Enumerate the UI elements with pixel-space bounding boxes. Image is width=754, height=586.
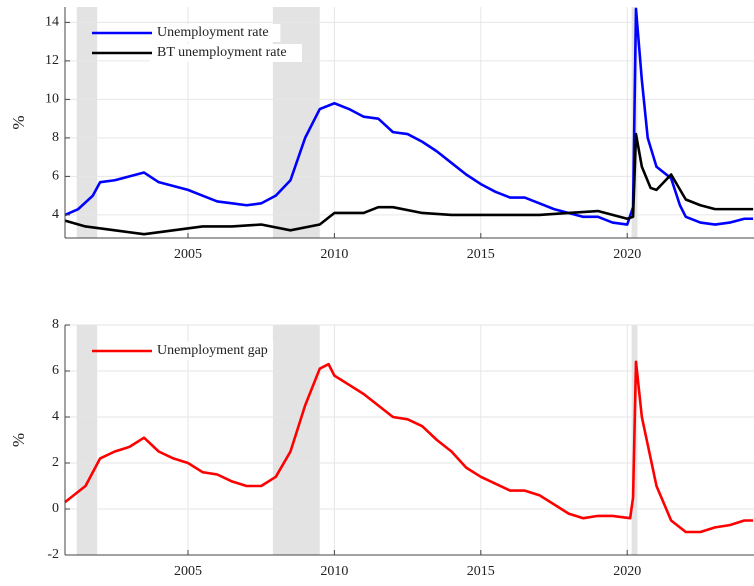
recession-band bbox=[76, 7, 98, 238]
y-tick-label: 8 bbox=[52, 317, 59, 332]
legend-label: Unemployment rate bbox=[157, 25, 269, 40]
data-line bbox=[64, 360, 754, 534]
legend-bg bbox=[150, 44, 302, 62]
y-tick-label: -2 bbox=[47, 547, 59, 562]
y-tick-label: 12 bbox=[45, 53, 59, 68]
recession-band bbox=[272, 325, 320, 555]
x-tick-label: 2010 bbox=[320, 247, 348, 262]
y-axis-label: % bbox=[9, 433, 28, 447]
y-tick-label: 4 bbox=[52, 207, 59, 222]
data-line bbox=[64, 132, 754, 236]
legend-bg bbox=[150, 342, 274, 360]
legend-label: Unemployment gap bbox=[157, 343, 268, 358]
y-tick-label: 0 bbox=[52, 501, 59, 516]
x-tick-label: 2005 bbox=[174, 247, 202, 262]
y-tick-label: 10 bbox=[45, 92, 59, 107]
legend-label: BT unemployment rate bbox=[157, 45, 287, 60]
legend-bg bbox=[150, 24, 281, 42]
y-tick-label: 6 bbox=[52, 169, 59, 184]
y-tick-label: 6 bbox=[52, 363, 59, 378]
x-tick-label: 2020 bbox=[613, 247, 641, 262]
x-tick-label: 2015 bbox=[467, 247, 495, 262]
y-axis-label: % bbox=[9, 115, 28, 129]
x-tick-label: 2020 bbox=[613, 564, 641, 579]
x-tick-label: 2005 bbox=[174, 564, 202, 579]
y-tick-label: 2 bbox=[52, 455, 59, 470]
y-tick-label: 14 bbox=[45, 15, 59, 30]
x-tick-label: 2010 bbox=[320, 564, 348, 579]
x-tick-label: 2015 bbox=[467, 564, 495, 579]
y-tick-label: 8 bbox=[52, 130, 59, 145]
data-line bbox=[64, 7, 754, 226]
y-tick-label: 4 bbox=[52, 409, 59, 424]
recession-band bbox=[76, 325, 98, 555]
